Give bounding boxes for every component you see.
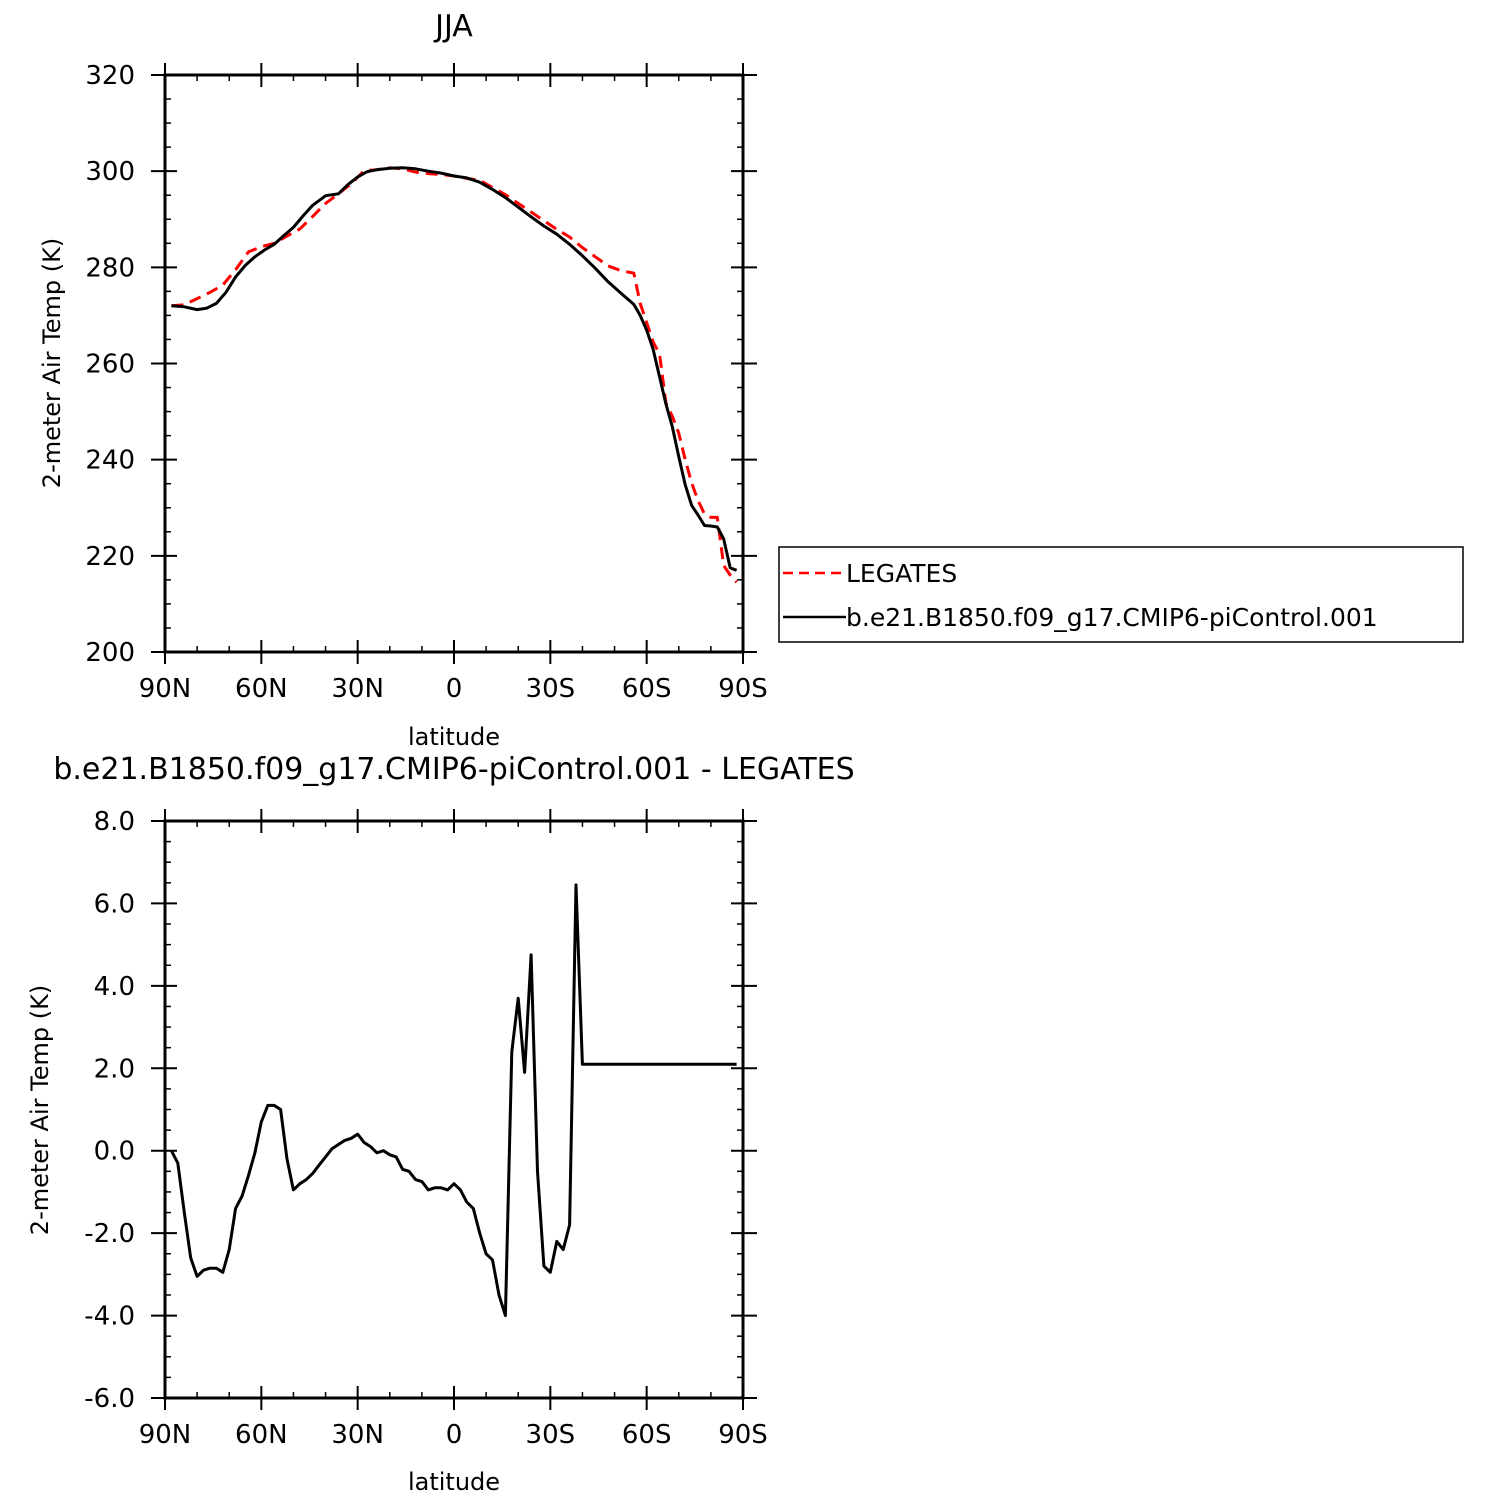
- top-chart-ytick-label: 320: [85, 61, 135, 91]
- legend-label-legates: LEGATES: [846, 559, 957, 588]
- top-chart-ytick-label: 240: [85, 446, 135, 476]
- top-chart-series-line-legates: [171, 166, 738, 584]
- bottom-chart-series: [170, 883, 737, 1318]
- top-chart-series-line-b-e21-b1850-f09-g17-cmip6-picontrol-001: [171, 166, 738, 572]
- top-chart-title: JJA: [433, 9, 473, 44]
- top-chart-xtick-label: 0: [446, 674, 463, 704]
- top-chart-ytick-label: 280: [85, 253, 135, 283]
- bottom-chart-ytick-label: -4.0: [84, 1302, 135, 1332]
- bottom-chart-ylabel: 2-meter Air Temp (K): [26, 985, 54, 1235]
- bottom-chart-ytick-label: 8.0: [94, 807, 135, 837]
- top-chart-xtick-label: 60N: [235, 674, 288, 704]
- bottom-chart-ytick-label: -2.0: [84, 1219, 135, 1249]
- top-chart-ytick-label: 260: [85, 350, 135, 380]
- top-chart-xtick-label: 30S: [526, 674, 576, 704]
- top-chart-xtick-label: 90S: [718, 674, 768, 704]
- top-chart-ylabel: 2-meter Air Temp (K): [38, 238, 66, 488]
- bottom-chart-xlabel: latitude: [408, 1468, 500, 1496]
- bottom-chart-ytick-label: 6.0: [94, 889, 135, 919]
- bottom-chart-ytick-label: 4.0: [94, 972, 135, 1002]
- top-chart-panel: JJA 90N 60N 30N 0 30S 60S 90S 200 220 240 260 280 30…: [38, 9, 768, 751]
- bottom-chart-ticks: 90N 60N 30N 0 30S 60S 90S -6.0 -4.0 -2.0 0.0 2.0 4.0…: [84, 807, 768, 1450]
- bottom-chart-plot-frame: [163, 819, 745, 1400]
- bottom-chart-panel: b.e21.B1850.f09_g17.CMIP6-piControl.001 …: [26, 752, 855, 1496]
- top-chart-legend: LEGATES b.e21.B1850.f09_g17.CMIP6-piCont…: [778, 546, 1464, 643]
- bottom-chart-xtick-label: 60S: [622, 1420, 672, 1450]
- bottom-chart-xtick-label: 30S: [526, 1420, 576, 1450]
- top-chart-ytick-label: 200: [85, 638, 135, 668]
- bottom-chart-title: b.e21.B1850.f09_g17.CMIP6-piControl.001 …: [53, 752, 854, 787]
- top-chart-xtick-label: 30N: [331, 674, 384, 704]
- bottom-chart-ytick-label: 0.0: [94, 1137, 135, 1167]
- top-chart-series: [171, 166, 738, 584]
- top-chart-ticks: 90N 60N 30N 0 30S 60S 90S 200 220 240 260 280 300 320: [85, 61, 767, 704]
- bottom-chart-xtick-label: 90N: [139, 1420, 192, 1450]
- bottom-chart-xtick-label: 0: [446, 1420, 463, 1450]
- bottom-chart-xtick-label: 90S: [718, 1420, 768, 1450]
- top-chart-ytick-label: 300: [85, 157, 135, 187]
- bottom-chart-xtick-label: 60N: [235, 1420, 288, 1450]
- top-chart-xtick-label: 90N: [139, 674, 192, 704]
- top-chart-xtick-label: 60S: [622, 674, 672, 704]
- top-chart-ytick-label: 220: [85, 542, 135, 572]
- bottom-chart-ytick-label: -6.0: [84, 1384, 135, 1414]
- legend-box: [778, 546, 1464, 643]
- top-chart-xlabel: latitude: [408, 723, 500, 751]
- bottom-chart-ytick-label: 2.0: [94, 1054, 135, 1084]
- bottom-chart-series-line-0: [170, 883, 737, 1318]
- bottom-chart-xtick-label: 30N: [331, 1420, 384, 1450]
- legend-label-model: b.e21.B1850.f09_g17.CMIP6-piControl.001: [846, 603, 1378, 632]
